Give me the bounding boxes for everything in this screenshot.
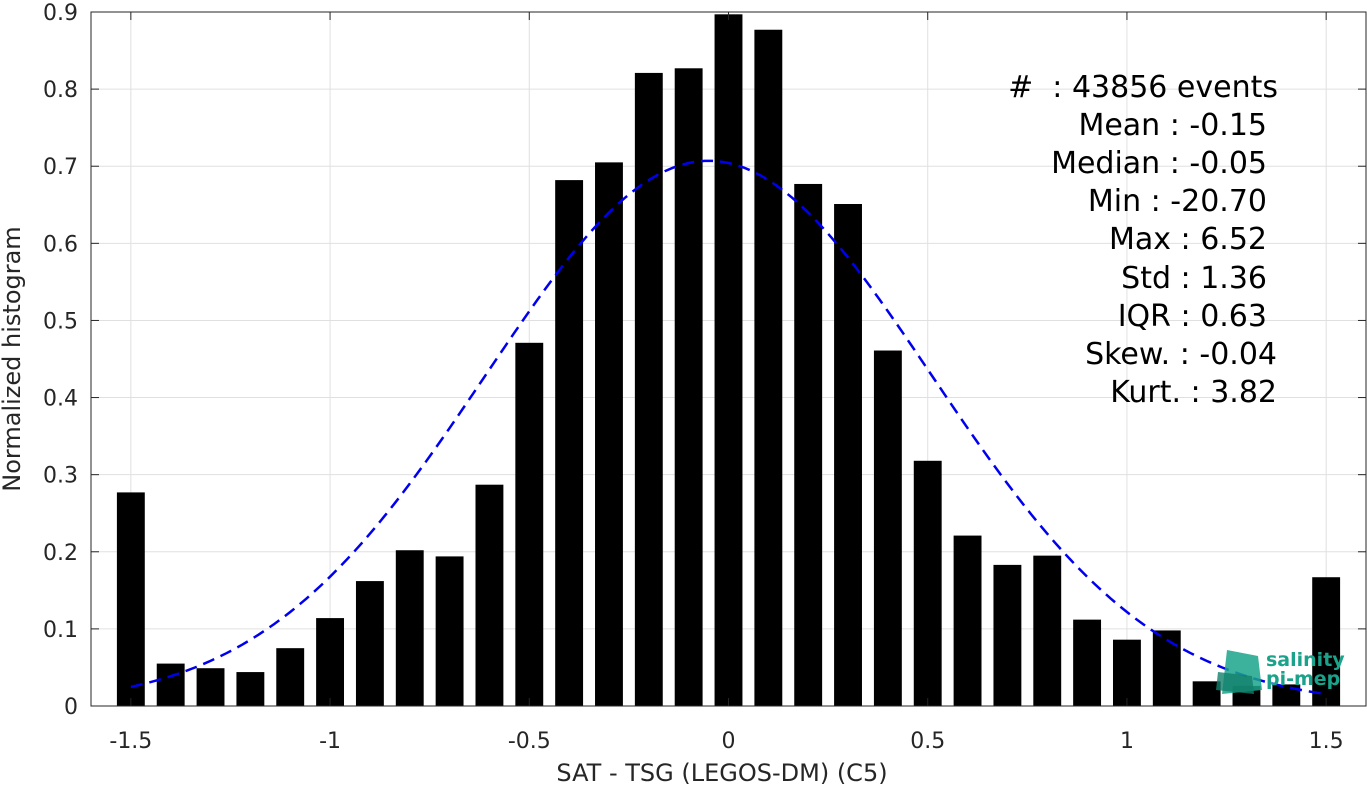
x-axis-ticks: -1.5 -1 -0.5 0 0.5 1 1.5 (109, 12, 1344, 754)
x-axis-label: SAT - TSG (LEGOS-DM) (C5) (556, 759, 887, 785)
y-tick-label: 0.7 (43, 155, 78, 180)
y-tick-label: 0.5 (43, 309, 78, 334)
histogram-bar (634, 72, 663, 706)
stat-max: Max : 6.52 (1109, 222, 1267, 257)
histogram-bar (355, 581, 384, 706)
histogram-bar (276, 648, 305, 706)
histogram-bars (116, 14, 1341, 707)
stat-std: Std : 1.36 (1121, 261, 1267, 296)
histogram-bar (1073, 619, 1102, 706)
x-tick-label: 0.5 (910, 729, 945, 754)
stat-kurt: Kurt. : 3.82 (1110, 375, 1277, 410)
stat-median: Median : -0.05 (1051, 146, 1267, 181)
histogram-bar (953, 535, 982, 706)
normal-fit-curve (130, 159, 1327, 696)
histogram-bar (515, 342, 544, 706)
histogram-bar (1152, 630, 1181, 706)
y-tick-label: 0.6 (43, 232, 78, 257)
histogram-bar (595, 162, 623, 706)
y-tick-label: 0.2 (43, 541, 78, 566)
y-tick-label: 0 (64, 695, 78, 720)
histogram-bar (116, 492, 145, 706)
histogram-bar (316, 618, 345, 706)
histogram-bar (714, 14, 743, 706)
y-tick-label: 0.8 (43, 78, 78, 103)
stat-iqr: IQR : 0.63 (1118, 299, 1267, 334)
histogram-bar (1312, 577, 1341, 706)
x-tick-label: 1 (1120, 729, 1134, 754)
histogram-bar (674, 68, 703, 706)
histogram-bar (834, 204, 862, 707)
salinity-pimep-logo: salinity pi-mep (1216, 649, 1345, 694)
stat-mean: Mean : -0.15 (1078, 108, 1267, 143)
histogram-bar (1272, 684, 1301, 706)
statistics-box: # : 43856 events Mean : -0.15 Median : -… (1008, 70, 1278, 410)
stat-skew: Skew. : -0.04 (1085, 337, 1277, 372)
stat-min: Min : -20.70 (1088, 184, 1267, 219)
stat-count: # : 43856 events (1008, 70, 1278, 105)
y-axis-ticks: 0 0.1 0.2 0.3 0.4 0.5 0.6 0.7 0.8 0.9 (43, 1, 1366, 720)
x-tick-label: -0.5 (508, 729, 551, 754)
histogram-bar (156, 663, 185, 706)
x-tick-label: -1 (319, 729, 341, 754)
x-tick-label: 1.5 (1309, 729, 1344, 754)
histogram-bar (754, 29, 783, 707)
y-axis-label: Normalized histogram (0, 226, 26, 491)
histogram-bar (993, 564, 1022, 706)
y-tick-label: 0.4 (43, 387, 78, 412)
x-tick-label: -1.5 (109, 729, 152, 754)
histogram-bar (1112, 639, 1141, 706)
histogram-bar (475, 484, 504, 706)
histogram-bar (395, 550, 424, 706)
logo-line-1: salinity (1266, 649, 1345, 671)
histogram-bar (794, 183, 823, 707)
y-tick-label: 0.9 (43, 1, 78, 26)
histogram-bar (1192, 681, 1221, 706)
x-tick-label: 0 (722, 729, 736, 754)
logo-line-2: pi-mep (1266, 668, 1340, 690)
histogram-bar (196, 668, 225, 706)
histogram-bar (435, 556, 464, 706)
histogram-bar (1033, 555, 1062, 706)
y-tick-label: 0.3 (43, 464, 78, 489)
histogram-bar (236, 672, 265, 706)
y-tick-label: 0.1 (43, 618, 78, 643)
histogram-bar (913, 460, 942, 706)
histogram-bar (873, 350, 902, 706)
